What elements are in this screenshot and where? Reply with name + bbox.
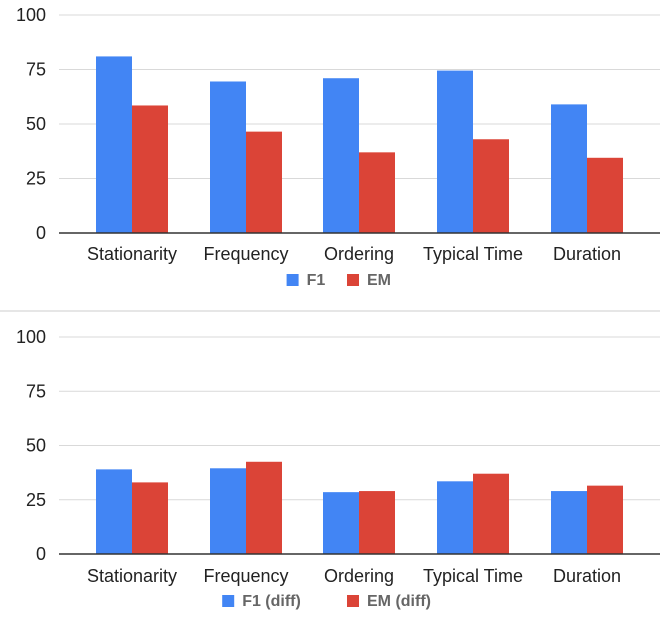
bar bbox=[587, 157, 623, 233]
y-tick-label: 100 bbox=[16, 327, 46, 347]
bar bbox=[359, 491, 395, 554]
y-tick-label: 50 bbox=[26, 114, 46, 134]
x-tick-label: Duration bbox=[553, 244, 621, 264]
y-tick-label: 25 bbox=[26, 169, 46, 189]
bar bbox=[473, 139, 509, 233]
bar bbox=[551, 491, 587, 554]
legend-label: F1 bbox=[307, 272, 326, 289]
legend: F1 EM bbox=[286, 272, 391, 289]
y-tick-label: 75 bbox=[26, 381, 46, 401]
x-tick-label: Typical Time bbox=[423, 244, 523, 264]
bar bbox=[132, 482, 168, 554]
bar bbox=[132, 105, 168, 233]
bar bbox=[210, 81, 246, 234]
legend-label: EM bbox=[367, 272, 391, 289]
bar bbox=[587, 485, 623, 554]
bar bbox=[96, 469, 132, 554]
legend-swatch bbox=[222, 595, 235, 607]
x-tick-label: Ordering bbox=[324, 244, 394, 264]
bar bbox=[210, 468, 246, 554]
bar-chart-1: 0 25 50 75 100 Stationarity Frequency Ordering T… bbox=[16, 5, 660, 289]
x-tick-label: Frequency bbox=[203, 566, 288, 586]
bar bbox=[473, 473, 509, 554]
y-tick-label: 100 bbox=[16, 5, 46, 25]
bar-chart-2: 0 25 50 75 100 Stationarity Frequency Ordering T… bbox=[16, 327, 660, 610]
bar bbox=[323, 78, 359, 233]
x-tick-label: Typical Time bbox=[423, 566, 523, 586]
x-tick-label: Duration bbox=[553, 566, 621, 586]
bar bbox=[323, 492, 359, 554]
y-tick-label: 50 bbox=[26, 436, 46, 456]
legend-swatch bbox=[286, 274, 299, 286]
bar bbox=[437, 481, 473, 554]
bar bbox=[551, 104, 587, 233]
bar bbox=[246, 461, 282, 554]
x-tick-label: Stationarity bbox=[87, 244, 177, 264]
legend-swatch bbox=[347, 274, 359, 286]
y-tick-label: 75 bbox=[26, 60, 46, 80]
bar bbox=[359, 152, 395, 233]
x-tick-label: Frequency bbox=[203, 244, 288, 264]
y-tick-label: 0 bbox=[36, 223, 46, 243]
bar bbox=[96, 56, 132, 233]
x-tick-label: Stationarity bbox=[87, 566, 177, 586]
legend: F1 (diff) EM (diff) bbox=[222, 593, 431, 610]
bar bbox=[437, 70, 473, 233]
bar bbox=[246, 131, 282, 233]
x-tick-label: Ordering bbox=[324, 566, 394, 586]
legend-label: F1 (diff) bbox=[242, 593, 301, 610]
y-tick-label: 25 bbox=[26, 490, 46, 510]
legend-label: EM (diff) bbox=[367, 593, 431, 610]
y-tick-label: 0 bbox=[36, 544, 46, 564]
legend-swatch bbox=[347, 595, 359, 607]
